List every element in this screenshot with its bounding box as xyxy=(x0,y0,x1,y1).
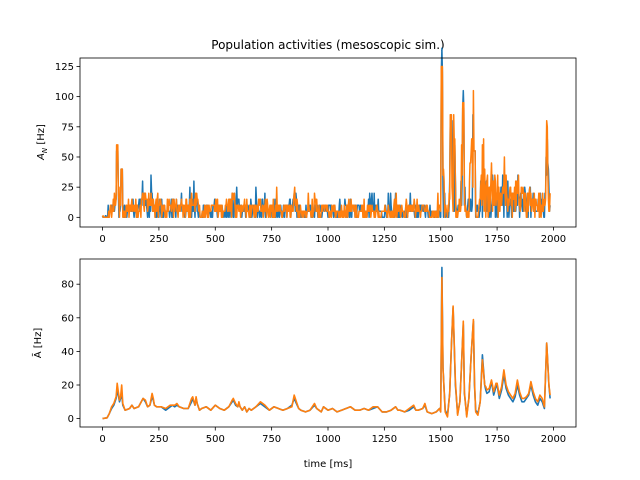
x-tick-label: 1250 xyxy=(372,234,397,245)
y-tick-label: 100 xyxy=(55,92,74,103)
top-y-axis-label: AN [Hz] xyxy=(36,124,49,161)
x-tick-label: 2000 xyxy=(541,434,566,445)
bottom-y-axis-label: Ā [Hz] xyxy=(31,328,44,359)
x-tick-label: 1500 xyxy=(428,434,453,445)
x-tick-label: 1750 xyxy=(484,434,509,445)
y-tick-label: 0 xyxy=(68,213,74,224)
x-tick-label: 1250 xyxy=(372,434,397,445)
x-tick-label: 750 xyxy=(262,434,281,445)
top-axes: 0 250 500 750 1000 1250 1500 1750 2000 0 25 50 75 10… xyxy=(36,47,577,245)
series-line-2 xyxy=(102,276,551,420)
y-tick-label: 25 xyxy=(61,183,74,194)
top-x-ticks: 0 250 500 750 1000 1250 1500 1750 2000 xyxy=(99,227,566,245)
bottom-y-ticks: 0 20 40 60 80 xyxy=(61,280,80,425)
x-tick-label: 500 xyxy=(206,434,225,445)
bottom-x-axis-label: time [ms] xyxy=(304,459,353,470)
x-tick-label: 1000 xyxy=(315,234,340,245)
y-tick-label: 40 xyxy=(61,347,74,358)
x-tick-label: 0 xyxy=(99,234,105,245)
y-tick-label: 60 xyxy=(61,313,74,324)
x-tick-label: 2000 xyxy=(541,234,566,245)
top-y-ticks: 0 25 50 75 100 125 xyxy=(55,62,80,224)
y-tick-label: 0 xyxy=(68,414,74,425)
x-tick-label: 0 xyxy=(99,434,105,445)
bottom-axes-series xyxy=(102,266,551,420)
x-tick-label: 500 xyxy=(206,234,225,245)
x-tick-label: 1750 xyxy=(484,234,509,245)
y-tick-label: 125 xyxy=(55,62,74,73)
chart-title: Population activities (mesoscopic sim.) xyxy=(211,38,444,52)
x-tick-label: 250 xyxy=(149,434,168,445)
top-axes-series xyxy=(101,47,551,219)
y-tick-label: 50 xyxy=(61,152,74,163)
y-tick-label: 75 xyxy=(61,122,74,133)
y-tick-label: 20 xyxy=(61,381,74,392)
x-tick-label: 1000 xyxy=(315,434,340,445)
bottom-axes: 0 250 500 750 1000 1250 1500 1750 2000 0 20 40 60 80… xyxy=(31,258,577,470)
series-line-2 xyxy=(101,65,551,219)
x-tick-label: 250 xyxy=(149,234,168,245)
x-tick-label: 750 xyxy=(262,234,281,245)
y-tick-label: 80 xyxy=(61,280,74,291)
x-tick-label: 1500 xyxy=(428,234,453,245)
bottom-x-ticks: 0 250 500 750 1000 1250 1500 1750 2000 xyxy=(99,427,566,445)
